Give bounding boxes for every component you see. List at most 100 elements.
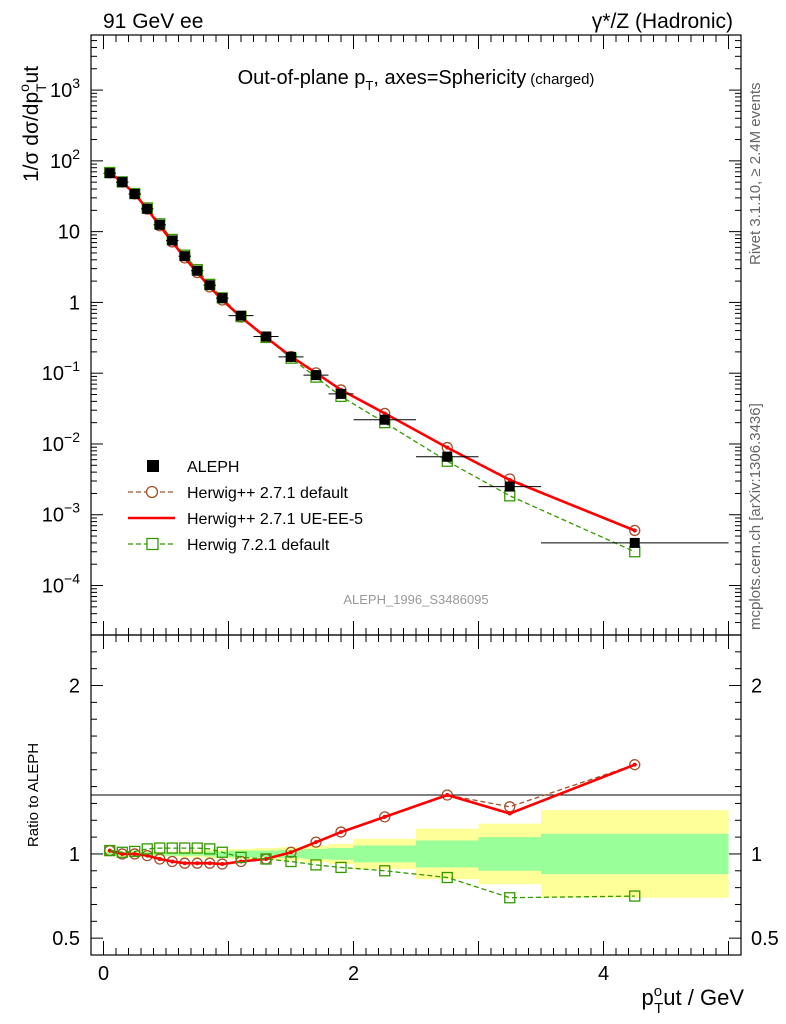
- legend-label-herwig_default: Herwig++ 2.7.1 default: [187, 485, 349, 502]
- y-tick-label: 10−2: [42, 429, 80, 456]
- point-herwig72: [504, 892, 516, 904]
- y-tick-mantissa: 10: [42, 505, 64, 527]
- ratio-y-label: Ratio to ALEPH: [25, 743, 42, 847]
- y-tick-label: 10−1: [42, 358, 80, 385]
- rivet-label: Rivet 3.1.10, ≥ 2.4M events: [747, 83, 764, 266]
- point-herwig_ueee5: [182, 861, 187, 866]
- band-inner: [353, 845, 416, 863]
- point-herwig_ueee5: [632, 528, 637, 533]
- point-herwig_ueee5: [507, 811, 512, 816]
- ratio-y-tick-label: 2: [69, 676, 80, 698]
- ratio-x-axis: 0 2 4: [98, 635, 729, 985]
- point-herwig72: [310, 859, 322, 871]
- y-tick-mantissa: 10: [58, 222, 80, 244]
- point-herwig_ueee5: [207, 861, 212, 866]
- legend-marker-data: [147, 460, 159, 472]
- point-herwig72: [379, 865, 391, 877]
- main-x-ticks: [103, 35, 729, 635]
- point-herwig_ueee5: [339, 830, 343, 835]
- point-herwig72: [260, 853, 272, 865]
- point-herwig_ueee5: [220, 862, 225, 867]
- point-herwig72: [441, 871, 453, 884]
- point-herwig_default: [629, 759, 641, 771]
- y-tick-mantissa: 10: [42, 363, 64, 385]
- point-herwig_default: [310, 836, 322, 848]
- ratio-panel: 0.5 0.5 1 1 2 2 0 2 4 Ratio to ALEPH po Tut / Ge…: [25, 634, 779, 1017]
- point-herwig_ueee5: [314, 840, 318, 845]
- mcplots-label: mcplots.cern.ch [arXiv:1306.3436]: [747, 403, 764, 630]
- y-tick-exponent: −2: [64, 429, 80, 445]
- band-inner: [328, 848, 354, 860]
- point-herwig72: [179, 842, 191, 854]
- point-herwig_ueee5: [170, 859, 175, 864]
- main-plot-area: [103, 166, 729, 558]
- band-inner: [166, 852, 179, 856]
- point-herwig72: [235, 851, 247, 863]
- y-tick-exponent: −4: [64, 571, 80, 587]
- x-tick-label: 2: [348, 963, 359, 985]
- y-tick-exponent: −3: [64, 500, 80, 516]
- x-axis-label: po Tut / GeV: [642, 983, 745, 1017]
- point-herwig_default: [629, 524, 641, 537]
- point-herwig72: [629, 890, 641, 902]
- header-right: γ*/Z (Hadronic): [592, 10, 733, 33]
- y-tick-label: 10−3: [42, 500, 80, 527]
- point-herwig_default: [335, 826, 347, 838]
- point-herwig_ueee5: [382, 411, 387, 416]
- ratio-y-tick-label: 0.5: [52, 928, 80, 950]
- point-herwig72: [166, 842, 178, 854]
- point-herwig_ueee5: [120, 851, 125, 856]
- ratio-y-tick-label-right: 2: [751, 676, 762, 698]
- legend-label-herwig_ueee5: Herwig++ 2.7.1 UE-EE-5: [187, 511, 363, 528]
- series-line-herwig72: [109, 847, 635, 899]
- legend-label-data: ALEPH: [187, 459, 239, 476]
- point-herwig_ueee5: [264, 857, 268, 861]
- band-inner: [478, 837, 541, 871]
- x-tick-label: 0: [98, 963, 109, 985]
- y-tick-mantissa: 10: [42, 434, 64, 456]
- point-herwig_ueee5: [145, 853, 150, 858]
- band-inner: [191, 852, 204, 856]
- point-herwig72: [116, 846, 128, 858]
- y-tick-exponent: 2: [72, 146, 80, 162]
- y-tick-mantissa: 10: [42, 576, 64, 598]
- ratio-uncertainty-bands: [103, 810, 729, 898]
- series-line-herwig_default: [109, 172, 636, 532]
- plot-title: Out-of-plane pT, axes=Sphericity (charged…: [238, 67, 595, 93]
- point-herwig72: [191, 842, 203, 854]
- watermark: ALEPH_1996_S3486095: [343, 592, 488, 607]
- legend-marker-herwig72: [146, 537, 159, 551]
- point-herwig72: [216, 846, 228, 858]
- point-herwig72: [204, 843, 216, 855]
- main-y-label: 1/σ dσ/dpoTut: [16, 66, 49, 182]
- point-herwig_ueee5: [632, 762, 637, 767]
- band-inner: [541, 833, 729, 875]
- point-herwig_ueee5: [507, 477, 512, 482]
- point-herwig72: [154, 842, 166, 854]
- y-tick-exponent: −1: [64, 358, 80, 374]
- legend-marker-herwig_default: [145, 485, 159, 499]
- band-inner: [103, 852, 116, 856]
- legend: ALEPH Herwig++ 2.7.1 default Herwig++ 2.7.…: [128, 459, 363, 554]
- x-tick-label: 4: [598, 963, 609, 985]
- y-tick-label: 103: [50, 75, 80, 102]
- band-inner: [228, 850, 254, 858]
- header-left: 91 GeV ee: [103, 10, 203, 33]
- point-herwig_ueee5: [132, 851, 137, 856]
- ratio-y-tick-label-right: 0.5: [751, 928, 779, 950]
- band-inner: [216, 851, 229, 857]
- point-herwig72: [129, 845, 141, 858]
- y-tick-label: 1: [69, 292, 80, 314]
- band-inner: [178, 852, 191, 856]
- ratio-y-axis: 0.5 0.5 1 1 2 2: [52, 651, 779, 950]
- band-inner: [303, 848, 329, 859]
- y-tick-mantissa: 10: [50, 151, 72, 173]
- point-herwig_ueee5: [107, 848, 112, 853]
- point-herwig72: [141, 843, 153, 855]
- point-herwig_ueee5: [289, 850, 293, 855]
- point-herwig_ueee5: [157, 857, 162, 861]
- y-tick-label: 10: [58, 222, 80, 244]
